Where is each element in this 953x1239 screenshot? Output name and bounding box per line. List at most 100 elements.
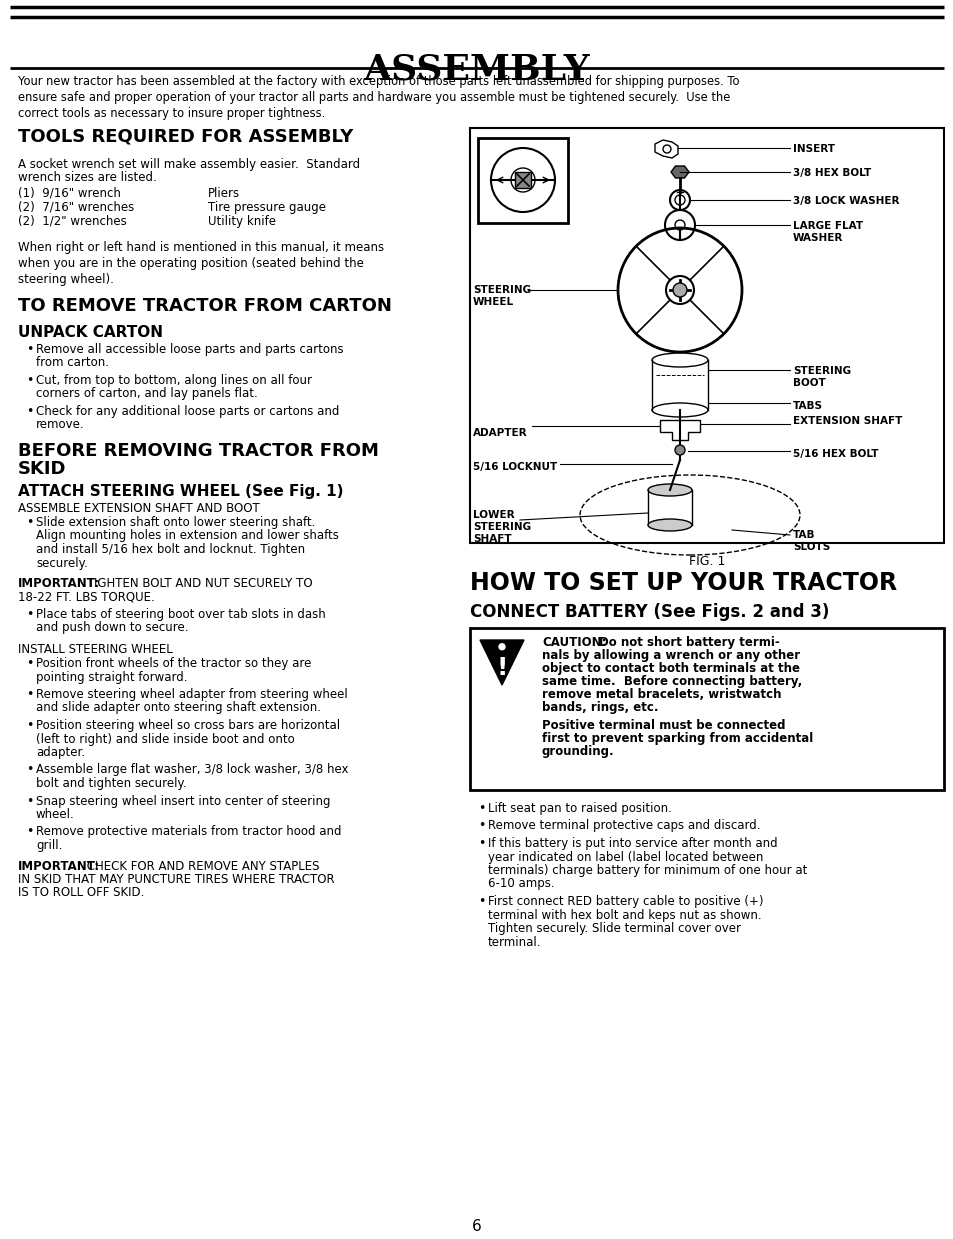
Text: Pliers: Pliers [208,187,240,199]
Text: •: • [26,794,33,808]
Polygon shape [670,166,688,178]
Text: Remove terminal protective caps and discard.: Remove terminal protective caps and disc… [488,819,760,833]
Text: IMPORTANT:: IMPORTANT: [18,577,100,590]
Text: bolt and tighten securely.: bolt and tighten securely. [36,777,187,790]
Text: WASHER: WASHER [792,233,842,243]
Text: 3/8 HEX BOLT: 3/8 HEX BOLT [792,169,870,178]
Text: year indicated on label (label located between: year indicated on label (label located b… [488,850,762,864]
Text: Position steering wheel so cross bars are horizontal: Position steering wheel so cross bars ar… [36,719,340,732]
Text: EXTENSION SHAFT: EXTENSION SHAFT [792,416,902,426]
Circle shape [498,644,504,649]
Text: When right or left hand is mentioned in this manual, it means
when you are in th: When right or left hand is mentioned in … [18,242,384,286]
Text: object to contact both terminals at the: object to contact both terminals at the [541,662,800,675]
Text: CONNECT BATTERY (See Figs. 2 and 3): CONNECT BATTERY (See Figs. 2 and 3) [470,603,828,621]
Text: •: • [26,719,33,732]
Text: (left to right) and slide inside boot and onto: (left to right) and slide inside boot an… [36,732,294,746]
Text: •: • [26,405,33,418]
Text: SKID: SKID [18,460,67,478]
Text: •: • [26,515,33,529]
Text: wrench sizes are listed.: wrench sizes are listed. [18,171,156,185]
Text: •: • [477,838,485,850]
Text: first to prevent sparking from accidental: first to prevent sparking from accidenta… [541,732,812,745]
Text: 3/8 LOCK WASHER: 3/8 LOCK WASHER [792,196,899,206]
Text: pointing straight forward.: pointing straight forward. [36,670,188,684]
Text: same time.  Before connecting battery,: same time. Before connecting battery, [541,675,801,688]
Text: A socket wrench set will make assembly easier.  Standard: A socket wrench set will make assembly e… [18,159,359,171]
Text: INSTALL STEERING WHEEL: INSTALL STEERING WHEEL [18,643,172,655]
Circle shape [675,445,684,455]
Text: adapter.: adapter. [36,746,85,760]
Text: FIG. 1: FIG. 1 [688,555,724,567]
Text: remove metal bracelets, wristwatch: remove metal bracelets, wristwatch [541,688,781,701]
Text: Utility knife: Utility knife [208,216,275,228]
Text: Tighten securely. Slide terminal cover over: Tighten securely. Slide terminal cover o… [488,922,740,935]
Text: corners of carton, and lay panels flat.: corners of carton, and lay panels flat. [36,388,257,400]
Text: Tire pressure gauge: Tire pressure gauge [208,201,326,214]
Text: UNPACK CARTON: UNPACK CARTON [18,325,163,339]
Text: HOW TO SET UP YOUR TRACTOR: HOW TO SET UP YOUR TRACTOR [470,571,896,595]
Text: CAUTION:: CAUTION: [541,636,606,649]
Text: If this battery is put into service after month and: If this battery is put into service afte… [488,838,777,850]
Text: and slide adapter onto steering shaft extension.: and slide adapter onto steering shaft ex… [36,701,320,715]
Bar [470,628,943,790]
Text: STEERING: STEERING [792,366,850,375]
Text: CHECK FOR AND REMOVE ANY STAPLES: CHECK FOR AND REMOVE ANY STAPLES [83,860,319,872]
Text: 5/16 LOCKNUT: 5/16 LOCKNUT [473,462,557,472]
Text: LARGE FLAT: LARGE FLAT [792,221,862,230]
Text: Check for any additional loose parts or cartons and: Check for any additional loose parts or … [36,405,339,418]
Text: LOWER: LOWER [473,510,514,520]
Text: BEFORE REMOVING TRACTOR FROM: BEFORE REMOVING TRACTOR FROM [18,442,378,460]
Text: •: • [477,802,485,815]
Text: Place tabs of steering boot over tab slots in dash: Place tabs of steering boot over tab slo… [36,608,325,621]
Text: TABS: TABS [792,401,822,411]
Text: •: • [26,374,33,387]
Text: Remove all accessible loose parts and parts cartons: Remove all accessible loose parts and pa… [36,343,343,356]
Text: TAB: TAB [792,530,815,540]
Text: First connect RED battery cable to positive (+): First connect RED battery cable to posit… [488,895,762,908]
Bar [470,128,943,543]
Text: Positive terminal must be connected: Positive terminal must be connected [541,719,784,732]
Text: ASSEMBLY: ASSEMBLY [363,52,590,85]
Text: nals by allowing a wrench or any other: nals by allowing a wrench or any other [541,649,800,662]
Text: ATTACH STEERING WHEEL (See Fig. 1): ATTACH STEERING WHEEL (See Fig. 1) [18,484,343,499]
Ellipse shape [647,484,691,496]
Text: (1)  9/16" wrench: (1) 9/16" wrench [18,187,121,199]
Text: and install 5/16 hex bolt and locknut. Tighten: and install 5/16 hex bolt and locknut. T… [36,543,305,556]
Text: !: ! [496,655,507,680]
Text: •: • [26,763,33,777]
Text: Snap steering wheel insert into center of steering: Snap steering wheel insert into center o… [36,794,330,808]
Text: (2)  7/16" wrenches: (2) 7/16" wrenches [18,201,134,214]
Text: 18-22 FT. LBS TORQUE.: 18-22 FT. LBS TORQUE. [18,591,154,603]
Text: Lift seat pan to raised position.: Lift seat pan to raised position. [488,802,671,815]
Text: •: • [26,825,33,839]
Text: STEERING: STEERING [473,522,531,532]
Text: ASSEMBLE EXTENSION SHAFT AND BOOT: ASSEMBLE EXTENSION SHAFT AND BOOT [18,502,259,515]
Text: grounding.: grounding. [541,745,614,758]
Text: •: • [26,688,33,701]
Text: Your new tractor has been assembled at the factory with exception of those parts: Your new tractor has been assembled at t… [18,76,739,120]
Text: WHEEL: WHEEL [473,297,514,307]
Text: STEERING: STEERING [473,285,531,295]
Text: Position front wheels of the tractor so they are: Position front wheels of the tractor so … [36,657,311,670]
Text: grill.: grill. [36,839,62,852]
Text: and push down to secure.: and push down to secure. [36,622,189,634]
Text: TO REMOVE TRACTOR FROM CARTON: TO REMOVE TRACTOR FROM CARTON [18,297,392,315]
Text: BOOT: BOOT [792,378,825,388]
Text: terminal with hex bolt and keps nut as shown.: terminal with hex bolt and keps nut as s… [488,908,760,922]
Text: Remove protective materials from tractor hood and: Remove protective materials from tractor… [36,825,341,839]
Text: Slide extension shaft onto lower steering shaft.: Slide extension shaft onto lower steerin… [36,515,315,529]
Text: from carton.: from carton. [36,357,109,369]
Text: Cut, from top to bottom, along lines on all four: Cut, from top to bottom, along lines on … [36,374,312,387]
Text: (2)  1/2" wrenches: (2) 1/2" wrenches [18,216,127,228]
Text: securely.: securely. [36,556,88,570]
Text: •: • [477,819,485,833]
Text: •: • [26,343,33,356]
Text: terminal.: terminal. [488,935,541,949]
Text: •: • [26,608,33,621]
Text: INSERT: INSERT [792,144,834,154]
Text: TIGHTEN BOLT AND NUT SECURELY TO: TIGHTEN BOLT AND NUT SECURELY TO [83,577,313,590]
Bar [477,138,567,223]
Text: SHAFT: SHAFT [473,534,511,544]
Ellipse shape [647,519,691,532]
Text: ADAPTER: ADAPTER [473,427,527,439]
